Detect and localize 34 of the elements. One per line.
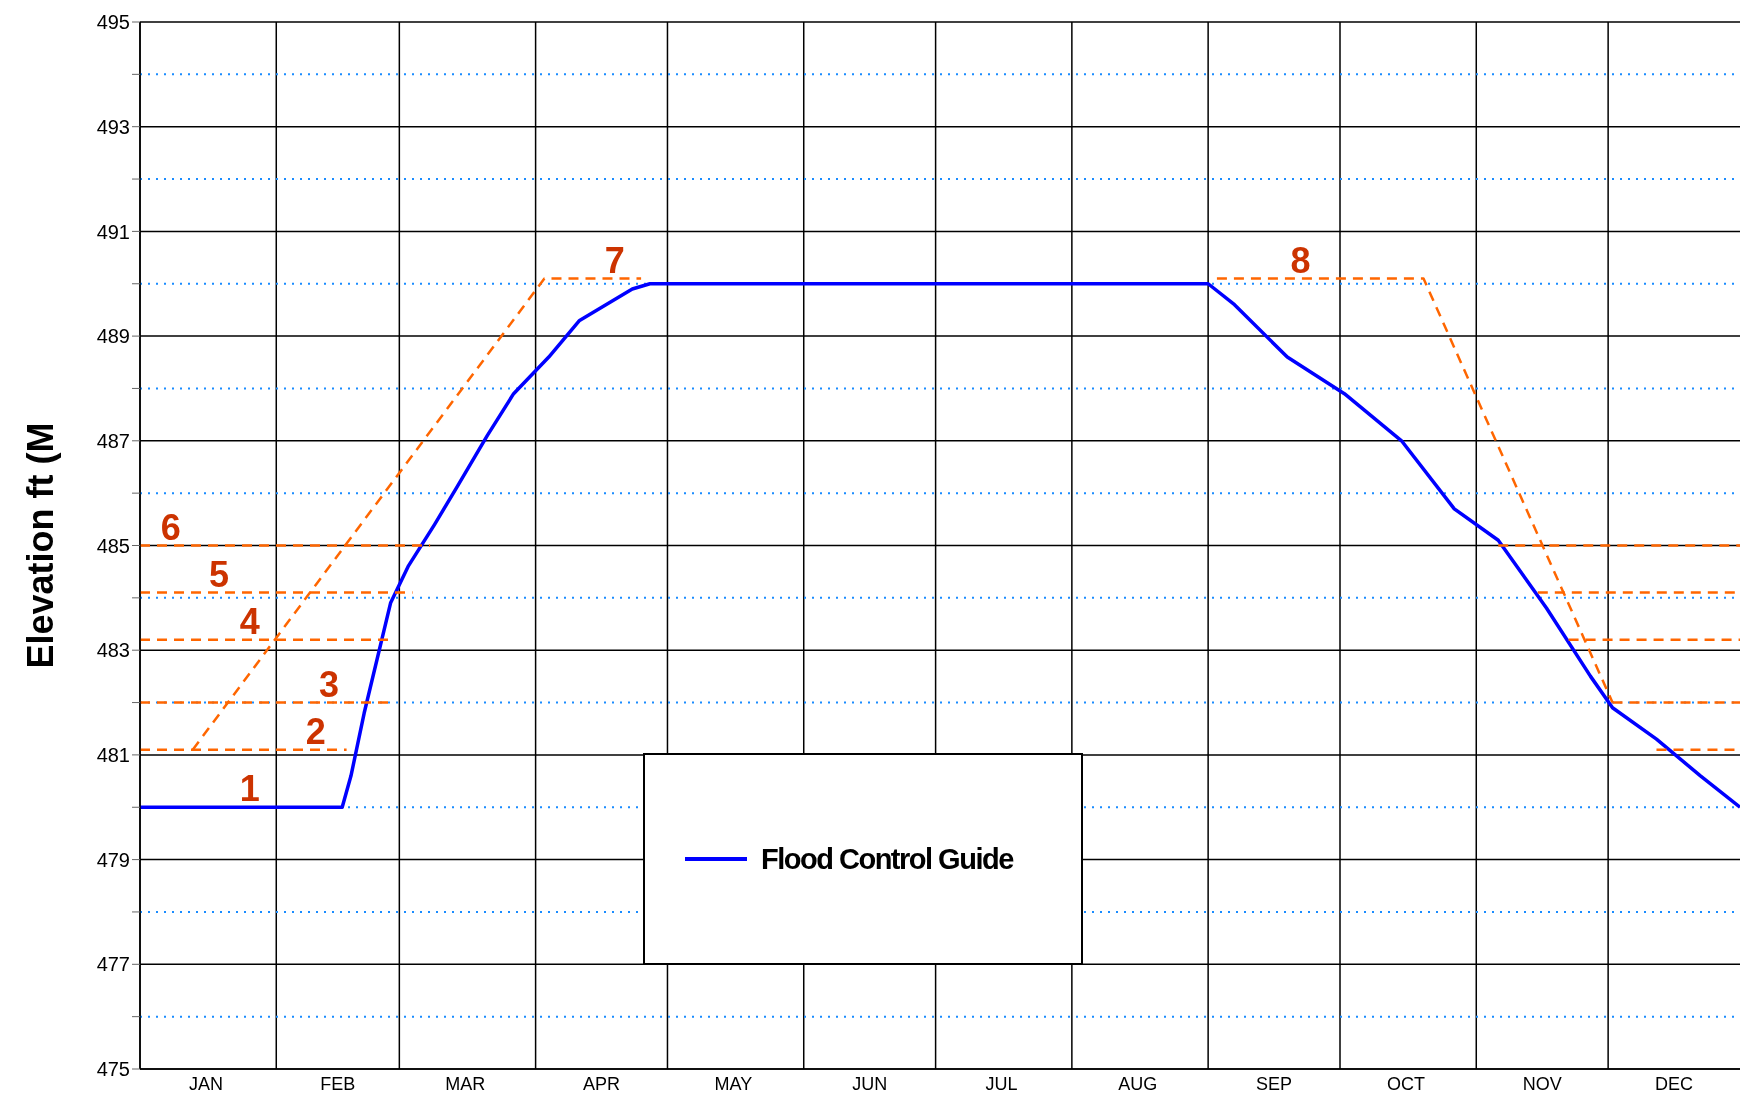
x-tick-label: APR [583, 1073, 621, 1094]
y-tick-label: 493 [96, 115, 130, 138]
annotation: 2 [305, 710, 326, 752]
x-tick-label: JUL [985, 1073, 1018, 1094]
y-tick-label: 477 [96, 953, 130, 976]
legend-box: Flood Control Guide [643, 753, 1083, 965]
legend-label: Flood Control Guide [761, 842, 1013, 876]
y-tick-label: 481 [96, 744, 130, 766]
x-tick-label: SEP [1256, 1073, 1293, 1094]
y-tick-label: 487 [96, 429, 130, 452]
annotation: 1 [239, 768, 260, 810]
x-tick-label: OCT [1386, 1073, 1425, 1094]
x-tick-label: DEC [1655, 1073, 1694, 1094]
x-tick-label: NOV [1522, 1073, 1562, 1094]
annotation: 8 [1290, 239, 1311, 281]
annotation: 3 [319, 663, 340, 705]
y-tick-label: 491 [96, 220, 130, 243]
annotation: 4 [239, 600, 260, 642]
y-tick-label: 483 [96, 639, 130, 662]
y-tick-label: 495 [96, 11, 130, 34]
x-tick-label: JAN [188, 1073, 223, 1094]
y-tick-label: 489 [96, 325, 130, 348]
annotation: 5 [209, 553, 230, 595]
x-tick-label: AUG [1118, 1073, 1158, 1094]
y-axis-title: Elevation ft (M [19, 422, 61, 669]
x-tick-label: JUN [852, 1073, 888, 1094]
x-tick-label: MAR [445, 1073, 486, 1094]
y-tick-label: 475 [96, 1058, 130, 1081]
annotation: 6 [160, 506, 181, 548]
annotation: 7 [604, 239, 625, 281]
y-tick-label: 485 [96, 534, 130, 557]
x-tick-label: FEB [320, 1073, 356, 1094]
y-tick-label: 479 [96, 848, 130, 871]
x-tick-label: MAY [714, 1073, 753, 1094]
